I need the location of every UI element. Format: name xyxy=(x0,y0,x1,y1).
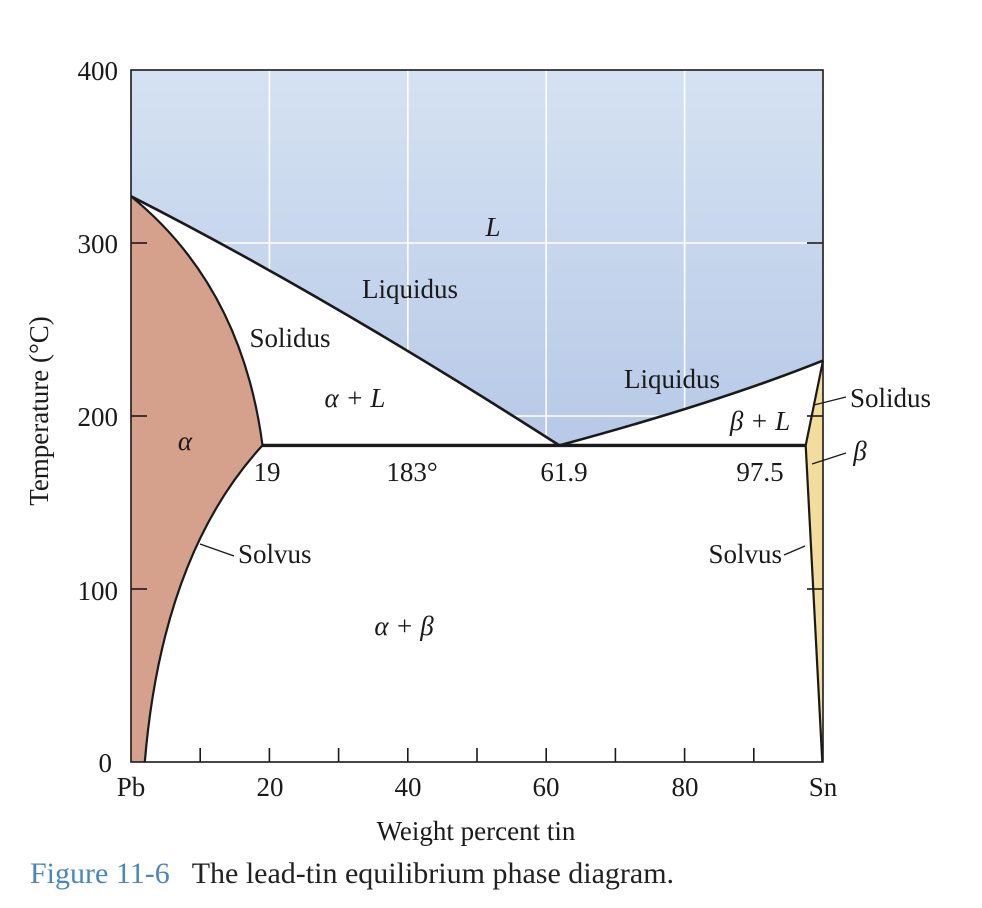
liquidus-right-curve xyxy=(558,359,824,447)
label-leader-lines xyxy=(199,396,847,557)
label-solvus-left: Solvus xyxy=(238,539,312,569)
x-tick-label: 20 xyxy=(257,772,284,802)
region-label-alpha-plus-liquid: α + L xyxy=(325,383,386,413)
label-liquidus-left: Liquidus xyxy=(362,274,458,304)
beta-region xyxy=(805,360,823,762)
region-label-beta: β xyxy=(852,436,867,466)
y-tick-label: 400 xyxy=(78,56,119,86)
x-tick-label-sn: Sn xyxy=(809,772,838,802)
eutectic-composition: 61.9 xyxy=(540,457,587,487)
liquid-region xyxy=(131,70,823,446)
x-tick-label-pb: Pb xyxy=(117,772,146,802)
y-tick-label: 200 xyxy=(78,402,119,432)
region-label-alpha: α xyxy=(178,426,193,456)
figure-number: Figure 11-6 xyxy=(30,857,170,890)
leader-solvus-right xyxy=(783,545,806,556)
solidus-left-curve xyxy=(130,195,264,446)
x-tick-label: 40 xyxy=(395,772,422,802)
y-tick-label: 300 xyxy=(78,229,119,259)
leader-solvus-left xyxy=(199,543,235,557)
axis-ticks xyxy=(131,242,823,762)
leader-solidus-right xyxy=(813,396,847,406)
caption-text: The lead-tin equilibrium phase diagram. xyxy=(191,857,675,890)
label-solidus-right: Solidus xyxy=(850,383,931,413)
eutectic-alpha-composition: 19 xyxy=(254,457,281,487)
figure-caption: Figure 11-6 The lead-tin equilibrium phas… xyxy=(30,857,674,891)
label-solvus-right: Solvus xyxy=(708,539,782,569)
x-axis-title: Weight percent tin xyxy=(377,816,576,846)
beta-solvus-curve xyxy=(804,445,824,763)
alpha-region xyxy=(131,196,263,763)
region-label-liquid: L xyxy=(484,212,500,242)
x-tick-label: 60 xyxy=(533,772,560,802)
x-tick-label: 80 xyxy=(672,772,699,802)
label-liquidus-right: Liquidus xyxy=(624,364,720,394)
eutectic-temperature: 183° xyxy=(386,457,437,487)
y-tick-label: 0 xyxy=(99,748,113,778)
eutectic-beta-composition: 97.5 xyxy=(736,457,783,487)
leader-beta xyxy=(811,452,847,465)
region-label-beta-plus-liquid: β + L xyxy=(729,406,790,436)
liquidus-left-curve xyxy=(130,195,561,447)
region-label-alpha-plus-beta: α + β xyxy=(374,611,434,641)
label-solidus-left: Solidus xyxy=(249,323,330,353)
solvus-left-curve xyxy=(143,444,264,763)
y-axis-title: Temperature (°C) xyxy=(24,316,54,506)
y-tick-label: 100 xyxy=(78,576,119,606)
beta-solidus-curve xyxy=(804,360,825,446)
